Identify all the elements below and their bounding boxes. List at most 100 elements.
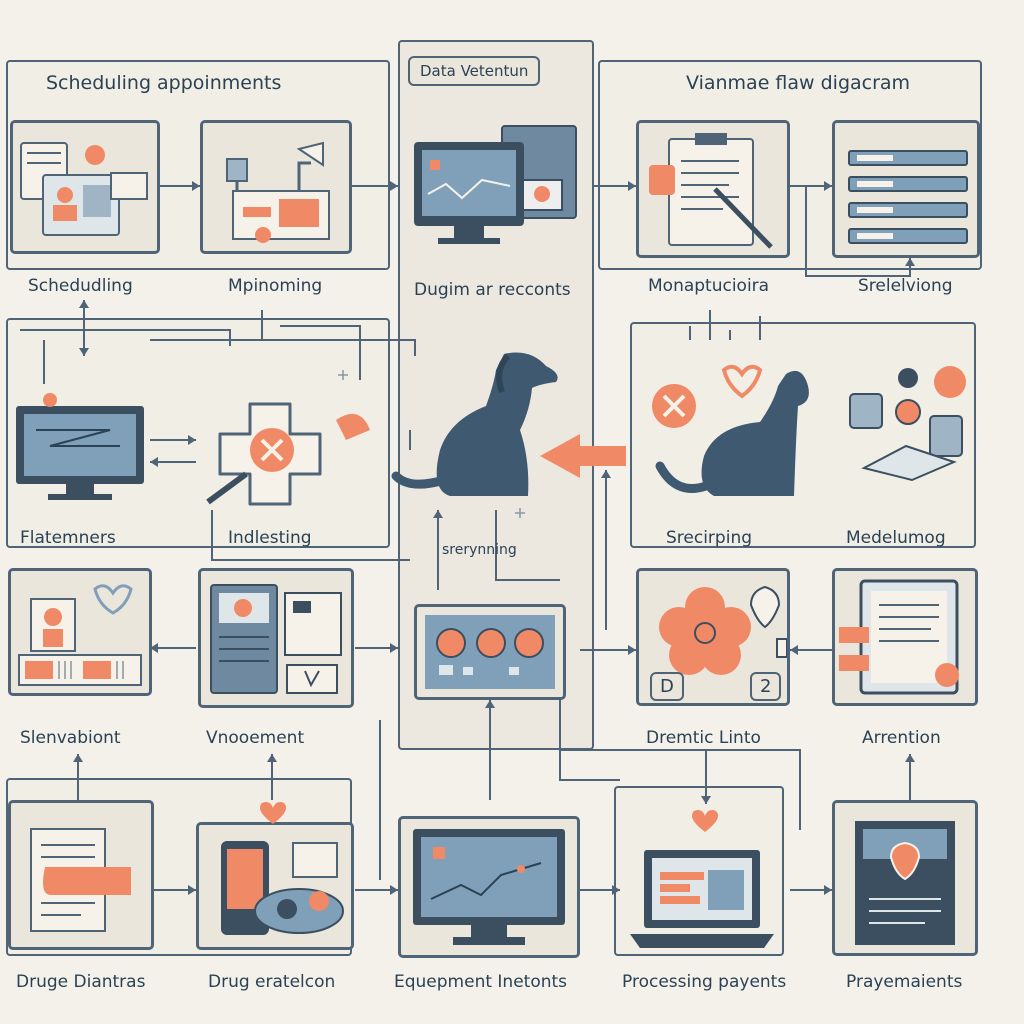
label-r3-c4: Dremtic Linto <box>646 728 761 748</box>
medical-cross-magnifier-icon <box>206 402 370 506</box>
label-r1-c1: Schedudling <box>28 276 133 296</box>
arrow-head <box>390 181 398 191</box>
section-frame-row2-right <box>630 322 976 548</box>
id-card-icon <box>18 584 142 686</box>
arrow-head <box>485 700 495 708</box>
tile-prayemaients[interactable] <box>832 800 978 956</box>
connector-line <box>150 339 416 356</box>
label-r4-c5: Prayemaients <box>846 972 963 992</box>
desk-lamp-workstation-icon <box>226 141 330 243</box>
label-r3-c2: Vnooement <box>206 728 305 748</box>
header-right: Vianmae flaw digacram <box>686 72 911 94</box>
label-r2-c2: Indlesting <box>228 528 312 548</box>
badge-two: 2 <box>750 672 782 701</box>
arrow-head <box>628 181 636 191</box>
sparkle <box>338 370 348 380</box>
label-r4-c1: Druge Diantras <box>16 972 146 992</box>
profile-card-icon <box>20 142 148 236</box>
arrow-head <box>188 885 196 895</box>
connector-line <box>211 510 410 561</box>
label-r3-c1: Slenvabiont <box>20 728 121 748</box>
flower-badge-icon <box>659 585 787 675</box>
arrow-head <box>628 645 636 655</box>
arrow-head <box>188 435 196 445</box>
connector-line <box>495 510 560 581</box>
label-r1-c5: Srelelviong <box>858 276 953 296</box>
tile-arrention[interactable] <box>832 568 978 706</box>
heart-icon <box>690 808 720 834</box>
label-r2-c4: Srecirping <box>666 528 753 548</box>
connector-line <box>20 329 231 346</box>
heart-icon <box>258 800 288 826</box>
arrow-head <box>601 470 611 478</box>
tile-vnooement[interactable] <box>198 568 354 708</box>
arrow-head <box>150 457 158 467</box>
tile-dog-center <box>390 340 570 510</box>
tile-srelelviong[interactable] <box>832 120 980 258</box>
arrow-head <box>390 643 398 653</box>
tile-scheduling[interactable] <box>10 120 160 254</box>
label-r4-c3: Equepment Inetonts <box>394 972 568 992</box>
shield-document-icon <box>855 821 955 945</box>
label-r3-c5: Arrention <box>862 728 941 748</box>
database-rows-icon <box>848 150 968 244</box>
arrow-head <box>79 348 89 356</box>
label-r2-c3: srerynning <box>442 542 517 558</box>
tile-indlesting[interactable] <box>200 380 380 510</box>
tile-equepment-inetonts[interactable] <box>398 816 580 958</box>
tile-srecirping[interactable] <box>636 346 832 506</box>
arrow-head <box>73 754 83 762</box>
label-r4-c2: Drug eratelcon <box>208 972 336 992</box>
arrow-head <box>905 754 915 762</box>
arrow-head <box>433 510 443 518</box>
arrow-head <box>79 300 89 308</box>
clipboard-pen-icon <box>649 133 773 249</box>
arrow-head <box>192 181 200 191</box>
tile-druge-diantras[interactable] <box>8 800 154 950</box>
connector-line <box>559 700 620 781</box>
arrow-head <box>701 796 711 804</box>
tile-medelumog[interactable] <box>836 350 976 490</box>
document-hand-icon <box>30 828 131 932</box>
header-center-pill: Data Vetentun <box>408 56 541 86</box>
arrow-head <box>390 885 398 895</box>
arrow-head <box>824 181 832 191</box>
dog-icon <box>391 352 558 496</box>
label-r1-c4: Monaptucioira <box>648 276 770 296</box>
tile-flatemners[interactable] <box>10 390 150 510</box>
connector-line <box>280 325 361 380</box>
tile-processing-payents[interactable] <box>620 822 782 958</box>
label-r2-c5: Medelumog <box>846 528 946 548</box>
arrow-head <box>267 754 277 762</box>
tile-slenvabiont[interactable] <box>8 568 152 696</box>
tile-drug-eratelcon[interactable] <box>196 822 354 950</box>
header-left: Scheduling appoinments <box>46 72 282 94</box>
dog-icon <box>652 364 809 496</box>
tile-mpinoming[interactable] <box>200 120 352 254</box>
sparkle <box>515 508 525 518</box>
connector-line <box>805 186 911 277</box>
arrow-head <box>824 885 832 895</box>
connector-line <box>689 310 761 340</box>
connector-line <box>560 749 801 830</box>
phone-device-icon <box>221 841 344 935</box>
arrow-head <box>150 643 158 653</box>
database-coins-icon <box>849 366 966 482</box>
arrow-head <box>790 645 798 655</box>
server-tower-icon <box>210 584 342 694</box>
tile-control-panel[interactable] <box>414 604 566 700</box>
badge-d: D <box>650 672 684 701</box>
laptop-icon <box>630 850 774 948</box>
label-r4-c4: Processing payents <box>622 972 787 992</box>
tile-monaptucioira[interactable] <box>636 120 790 258</box>
control-panel-icon <box>425 615 555 689</box>
label-r1-c2: Mpinoming <box>228 276 323 296</box>
label-r1-c3: Dugim ar recconts <box>414 280 571 300</box>
label-r2-c1: Flatemners <box>20 528 116 548</box>
arrow-head <box>612 885 620 895</box>
tile-dugim-records[interactable] <box>402 120 580 260</box>
line-chart-monitor-icon <box>413 829 565 945</box>
arrow-head <box>905 258 915 266</box>
